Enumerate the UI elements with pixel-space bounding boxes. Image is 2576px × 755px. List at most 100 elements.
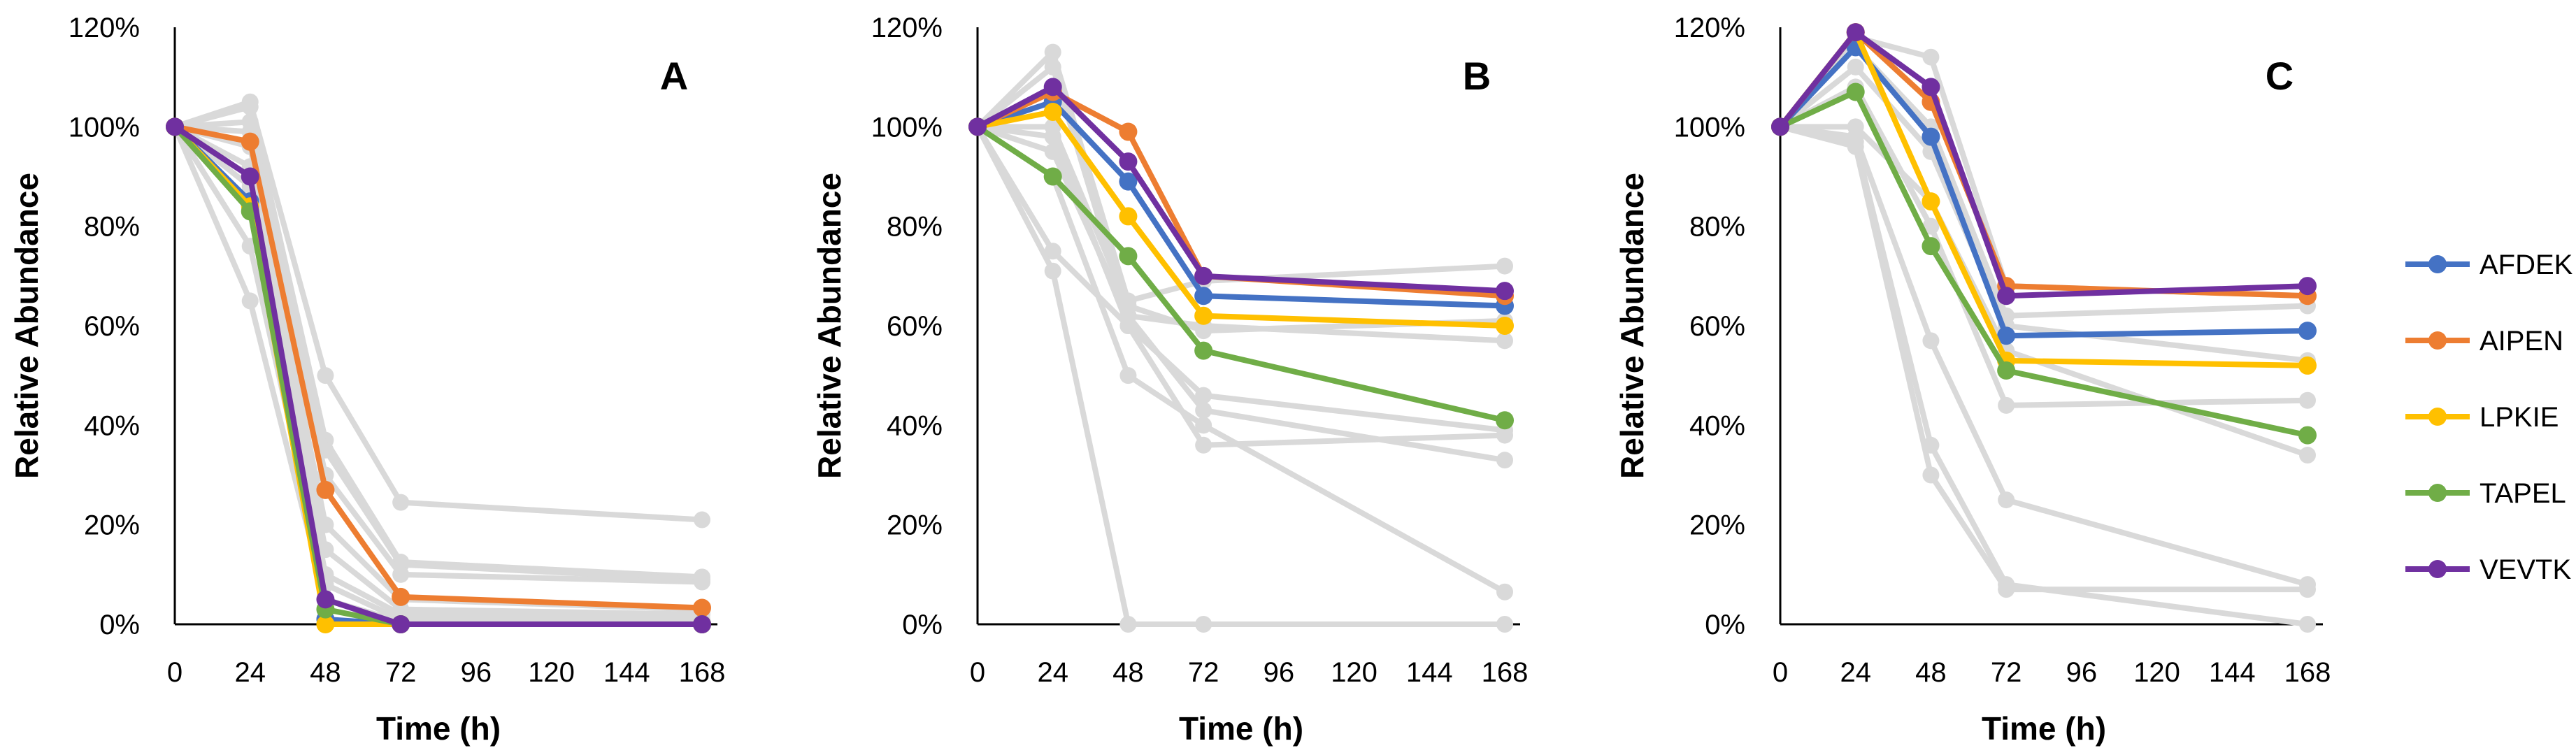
background-series-point (1496, 452, 1513, 469)
background-series-point (317, 367, 334, 384)
series-point-aipen (316, 480, 335, 499)
background-series-point (241, 292, 259, 310)
series-point-lpkie (1496, 317, 1514, 335)
background-series-point (241, 98, 259, 115)
x-axis-title: Time (h) (1179, 710, 1303, 747)
x-tick-label: 144 (2209, 657, 2256, 688)
background-series-point (2299, 616, 2316, 633)
legend-marker-lpkie (2428, 408, 2447, 426)
series-point-vevtk (1043, 78, 1062, 96)
y-tick-label: 100% (69, 112, 140, 143)
background-series-point (694, 511, 710, 528)
series-point-lpkie (2298, 356, 2317, 375)
y-tick-label: 20% (1689, 510, 1745, 541)
background-series-point (1044, 143, 1061, 160)
series-point-vevtk (241, 167, 259, 186)
background-series-point (1044, 243, 1061, 260)
x-axis-title: Time (h) (376, 710, 501, 747)
y-tick-label: 40% (84, 410, 140, 441)
y-tick-label: 120% (871, 13, 943, 43)
background-series-point (1195, 436, 1212, 454)
series-point-tapel (2298, 426, 2317, 445)
y-tick-label: 60% (887, 311, 943, 342)
y-tick-label: 80% (84, 212, 140, 243)
background-series-point (1119, 297, 1137, 315)
background-series-point (2299, 447, 2316, 464)
panel-letter: B (1463, 54, 1491, 98)
background-series-point (1195, 387, 1212, 404)
x-tick-label: 120 (1331, 657, 1378, 688)
series-point-vevtk (1846, 23, 1865, 42)
y-tick-label: 80% (887, 212, 943, 243)
series-point-vevtk (166, 117, 184, 136)
x-tick-label: 168 (1482, 657, 1529, 688)
x-axis-title: Time (h) (1982, 710, 2106, 747)
background-series-point (1044, 262, 1061, 280)
y-tick-label: 80% (1689, 212, 1745, 243)
legend-marker-tapel (2428, 484, 2447, 502)
series-point-lpkie (1922, 192, 1940, 211)
background-series-point (2299, 391, 2316, 409)
y-axis-title: Relative Abundance (811, 173, 847, 479)
x-tick-label: 96 (1264, 657, 1295, 688)
x-tick-label: 96 (461, 657, 492, 688)
y-tick-label: 60% (1689, 311, 1745, 342)
y-tick-label: 20% (84, 510, 140, 541)
panel-letter: A (660, 54, 688, 98)
series-point-vevtk (968, 117, 987, 136)
panel-b: 0% 20% 40% 60% 80% 100% 120% 0 24 48 72 96 120 144 168… (811, 13, 1528, 747)
y-tick-label: 40% (887, 410, 943, 441)
y-tick-label: 120% (69, 13, 140, 43)
background-series-point (1922, 217, 1940, 235)
y-tick-label: 100% (1674, 112, 1745, 143)
background-series-point (1195, 616, 1212, 633)
y-tick-label: 20% (887, 510, 943, 541)
background-series-point (1496, 332, 1513, 350)
legend-label-afdek: AFDEK (2480, 250, 2573, 280)
x-tick-label: 48 (310, 657, 341, 688)
x-tick-label: 24 (1037, 657, 1068, 688)
x-tick-label: 24 (1840, 657, 1871, 688)
series-point-tapel (1043, 167, 1062, 186)
series-point-lpkie (1194, 306, 1213, 325)
background-series-point (1119, 317, 1137, 334)
y-tick-label: 60% (84, 311, 140, 342)
background-series-point (1847, 58, 1864, 76)
x-tick-label: 72 (385, 657, 417, 688)
series-point-vevtk (1194, 266, 1213, 285)
series-point-aipen (1119, 122, 1138, 141)
background-series-point (1496, 426, 1513, 444)
background-series-point (1922, 332, 1940, 350)
x-tick-label: 0 (970, 657, 985, 688)
x-tick-label: 0 (1773, 657, 1788, 688)
series-point-afdek (2298, 322, 2317, 340)
series-point-vevtk (392, 615, 410, 633)
background-series-point (392, 494, 410, 511)
x-tick-label: 24 (234, 657, 266, 688)
panel-c: 0% 20% 40% 60% 80% 100% 120% 0 24 48 72 96 120 144 168… (1614, 13, 2331, 747)
series-point-tapel (1922, 237, 1940, 256)
series-point-vevtk (693, 615, 711, 633)
background-series-point (1496, 257, 1513, 275)
series-point-vevtk (2298, 277, 2317, 296)
background-series-point (1044, 58, 1061, 76)
series-point-lpkie (316, 615, 335, 633)
series-point-afdek (1997, 326, 2016, 345)
series-point-tapel (1496, 411, 1514, 430)
background-series-point (392, 566, 410, 583)
series-point-lpkie (1119, 207, 1138, 226)
series-point-tapel (1119, 247, 1138, 266)
background-series-point (1195, 417, 1212, 434)
series-point-afdek (1119, 172, 1138, 191)
background-series-point (694, 573, 710, 591)
x-tick-label: 0 (167, 657, 183, 688)
legend-label-lpkie: LPKIE (2480, 402, 2559, 433)
series-point-vevtk (1496, 282, 1514, 301)
background-series-point (1847, 118, 1864, 136)
x-tick-label: 144 (1406, 657, 1453, 688)
background-series-point (1119, 367, 1137, 384)
y-tick-label: 0% (902, 610, 943, 640)
series-point-aipen (241, 132, 259, 151)
legend-marker-vevtk (2428, 560, 2447, 578)
